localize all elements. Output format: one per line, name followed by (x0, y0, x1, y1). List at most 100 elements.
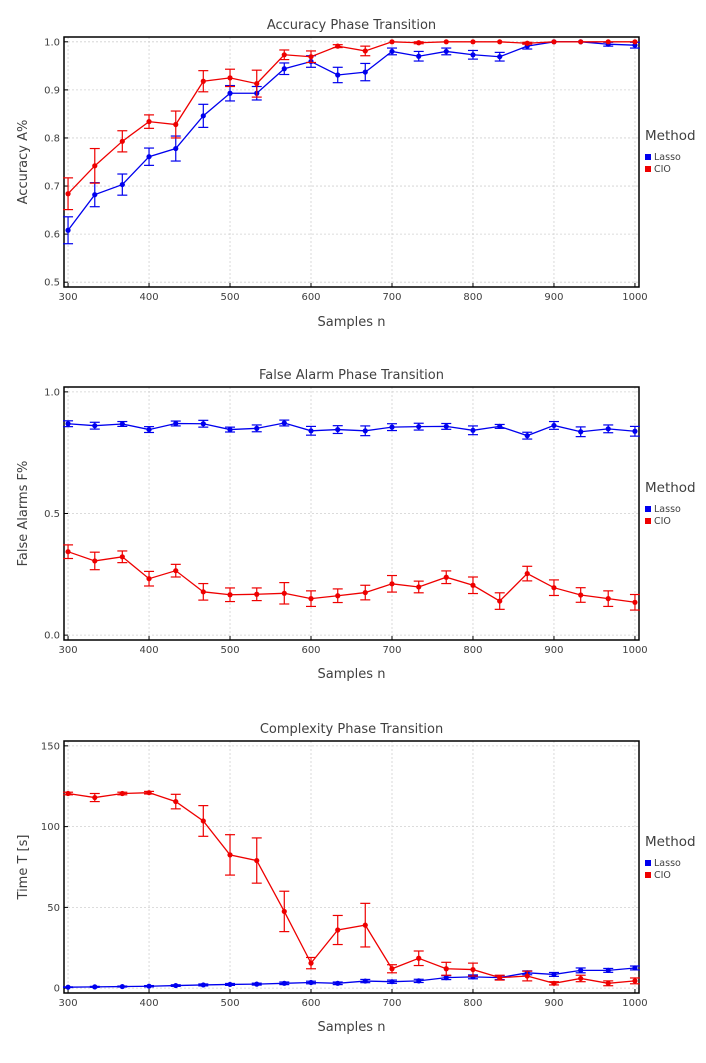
data-point (335, 43, 341, 49)
data-point (605, 980, 611, 986)
data-point (119, 421, 125, 427)
legend-title: Method (645, 128, 696, 144)
x-axis-label: Samples n (318, 667, 386, 682)
data-point (497, 598, 503, 604)
legend-title: Method (645, 834, 696, 850)
data-point (470, 52, 476, 58)
legend-label: CIO (654, 516, 671, 527)
series-line (68, 422, 636, 437)
data-point (416, 424, 422, 430)
x-tick-label: 700 (382, 645, 401, 656)
data-point (578, 429, 584, 435)
y-tick-label: 150 (41, 741, 60, 752)
data-point (551, 39, 557, 45)
legend-swatch (645, 506, 651, 512)
data-point (362, 589, 368, 596)
legend-swatch (645, 872, 651, 878)
data-point (335, 980, 341, 986)
data-point (65, 227, 71, 233)
data-point (578, 975, 584, 982)
data-point (254, 591, 260, 597)
data-point (200, 78, 206, 84)
x-axis-label: Samples n (318, 1020, 386, 1035)
data-point (65, 984, 71, 990)
data-point (227, 592, 233, 598)
data-point (497, 423, 503, 430)
data-point (92, 192, 98, 198)
legend-label: CIO (654, 164, 671, 175)
data-point (497, 39, 503, 45)
series-line (67, 41, 635, 231)
series-lasso (63, 39, 640, 245)
series-line (68, 967, 636, 988)
data-point (362, 922, 368, 928)
data-point (92, 423, 98, 429)
y-tick-label: 1.0 (44, 387, 60, 398)
data-point (416, 584, 422, 590)
x-tick-label: 400 (139, 998, 158, 1009)
x-tick-label: 600 (301, 292, 320, 303)
x-tick-label: 900 (544, 645, 563, 656)
y-tick-label: 1.0 (44, 37, 60, 48)
data-point (146, 119, 152, 125)
data-point (173, 982, 179, 989)
data-point (200, 818, 206, 824)
x-tick-label: 500 (220, 292, 239, 303)
data-point (200, 113, 206, 119)
x-tick-label: 600 (301, 998, 320, 1009)
legend-label: CIO (654, 870, 671, 881)
data-point (443, 975, 449, 981)
x-axis-label: Samples n (318, 315, 386, 330)
data-point (524, 40, 530, 46)
data-point (578, 39, 584, 45)
data-point (281, 590, 287, 596)
data-point (605, 39, 611, 45)
x-tick-label: 1000 (622, 645, 647, 656)
data-point (92, 984, 98, 990)
chart-panel-2: 300 400 500 600 700 800 900 1000 0.0 0.5 1.0 False … (16, 368, 696, 682)
data-point (254, 81, 260, 87)
x-tick-label: 800 (463, 998, 482, 1009)
data-point (281, 980, 287, 986)
data-point (632, 428, 638, 434)
y-tick-label: 100 (41, 822, 60, 833)
y-tick-label: 0.9 (44, 85, 60, 96)
data-point (281, 66, 287, 72)
x-tick-label: 1000 (622, 292, 647, 303)
data-point (92, 794, 98, 801)
data-point (119, 138, 125, 144)
data-point (497, 975, 503, 981)
chart-panel-1: 300 400 500 600 700 800 900 1000 0.5 0.6 0.7 0.8 0.9… (16, 18, 696, 330)
data-point (146, 576, 152, 582)
x-tick-label: 300 (59, 645, 78, 656)
y-tick-label: 0.0 (44, 631, 60, 642)
x-tick-label: 400 (139, 645, 158, 656)
data-point (146, 983, 152, 989)
data-point (146, 154, 152, 160)
data-point (551, 422, 557, 429)
x-tick-label: 800 (463, 645, 482, 656)
x-tick-label: 900 (544, 292, 563, 303)
y-tick-label: 50 (47, 903, 60, 914)
data-point (227, 852, 233, 858)
plot-frame (63, 36, 640, 288)
data-point (227, 75, 233, 81)
x-tick-label: 300 (59, 292, 78, 303)
y-tick-label: 0.7 (44, 182, 60, 193)
data-point (227, 426, 233, 433)
series-lasso (63, 419, 640, 440)
data-point (335, 927, 341, 933)
data-point (632, 599, 638, 605)
x-tick-label: 800 (463, 292, 482, 303)
data-point (254, 425, 260, 431)
data-point (200, 982, 206, 988)
data-point (227, 981, 233, 988)
data-point (119, 554, 125, 560)
data-point (470, 966, 476, 973)
legend-swatch (645, 154, 651, 160)
series-cio (63, 544, 640, 611)
plot-frame (63, 740, 640, 994)
x-tick-label: 1000 (622, 998, 647, 1009)
series-lasso (63, 965, 640, 990)
y-axis-label: Accuracy A% (16, 120, 31, 205)
